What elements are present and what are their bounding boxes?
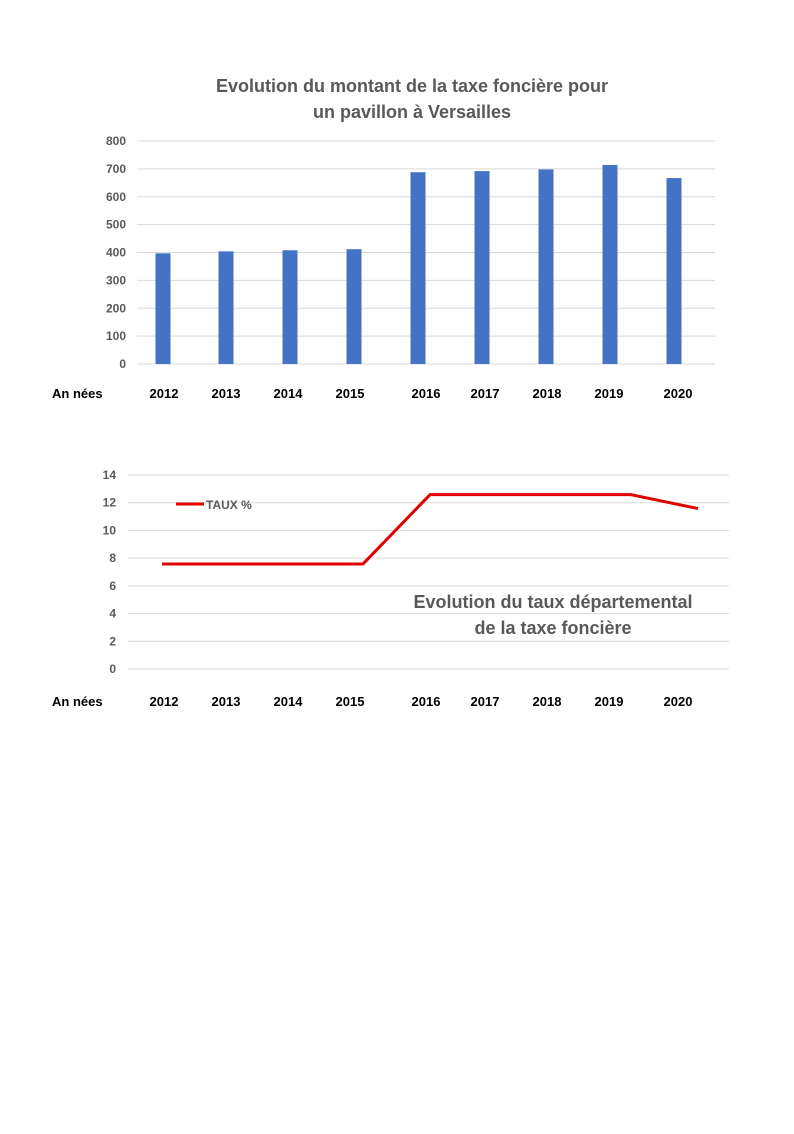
bar-chart-y-tick-label: 100 [106,329,126,343]
bar-chart-y-tick-label: 800 [106,134,126,148]
bar-2017 [474,171,490,364]
bar-chart: 0 100 200 300 400 500 600 700 800 2012 2013 2014 201… [106,134,715,401]
bar-chart-y-tick-label: 700 [106,162,126,176]
line-series-taux [162,493,699,566]
bar-2018 [538,169,554,364]
line-chart-y-tick-label: 6 [109,579,116,593]
line-chart-title-line2: de la taxe foncière [474,618,631,638]
line-chart-y-tick-label: 4 [109,607,116,621]
line-chart-title-line1: Evolution du taux départemental [413,592,692,612]
line-chart-x-tick-label: 2017 [471,694,500,709]
bar-chart-x-tick-label: 2013 [212,386,241,401]
bar-chart-x-tick-label: 2012 [150,386,179,401]
line-chart-y-tick-label: 12 [103,496,117,510]
legend-label-taux: TAUX % [206,498,252,512]
line-chart-y-tick-label: 8 [109,551,116,565]
line-chart: 0 2 4 6 8 10 12 14 2012 2013 2014 2015 2016 2017 2018 2… [103,468,729,709]
line-chart-x-tick-label: 2019 [595,694,624,709]
line-chart-x-tick-label: 2012 [150,694,179,709]
bar-chart-y-tick-label: 0 [119,357,126,371]
line-chart-y-tick-label: 0 [109,662,116,676]
bar-chart-title-line2: un pavillon à Versailles [313,102,511,122]
line-chart-x-tick-label: 2016 [412,694,441,709]
bar-chart-x-tick-label: 2020 [664,386,693,401]
line-chart-x-tick-label: 2018 [533,694,562,709]
line-chart-x-tick-label: 2013 [212,694,241,709]
line-chart-x-axis-label: An nées [52,694,103,709]
bar-chart-title-line1: Evolution du montant de la taxe foncière… [216,76,608,96]
line-chart-x-tick-label: 2014 [274,694,304,709]
bar-chart-y-tick-label: 600 [106,190,126,204]
bar-chart-y-tick-label: 200 [106,301,126,315]
bar-chart-y-tick-label: 300 [106,273,126,287]
bar-2020 [666,178,682,364]
bar-2019 [602,164,618,364]
bar-chart-x-tick-label: 2014 [274,386,304,401]
bar-2015 [346,249,362,364]
line-chart-x-tick-label: 2015 [336,694,365,709]
bar-chart-y-tick-label: 500 [106,218,126,232]
bar-2014 [282,250,298,364]
line-chart-x-tick-label: 2020 [664,694,693,709]
line-chart-y-tick-label: 2 [109,634,116,648]
bar-chart-x-axis-label: An nées [52,386,103,401]
bar-chart-x-tick-label: 2018 [533,386,562,401]
bar-2013 [218,251,234,364]
line-chart-y-tick-label: 10 [103,523,117,537]
bar-2012 [155,253,171,364]
bar-chart-x-tick-label: 2016 [412,386,441,401]
line-chart-y-tick-label: 14 [103,468,117,482]
bar-2016 [410,172,426,364]
bar-chart-y-tick-label: 400 [106,246,126,260]
bar-chart-x-tick-label: 2017 [471,386,500,401]
bar-chart-x-tick-label: 2019 [595,386,624,401]
bar-chart-x-tick-label: 2015 [336,386,365,401]
